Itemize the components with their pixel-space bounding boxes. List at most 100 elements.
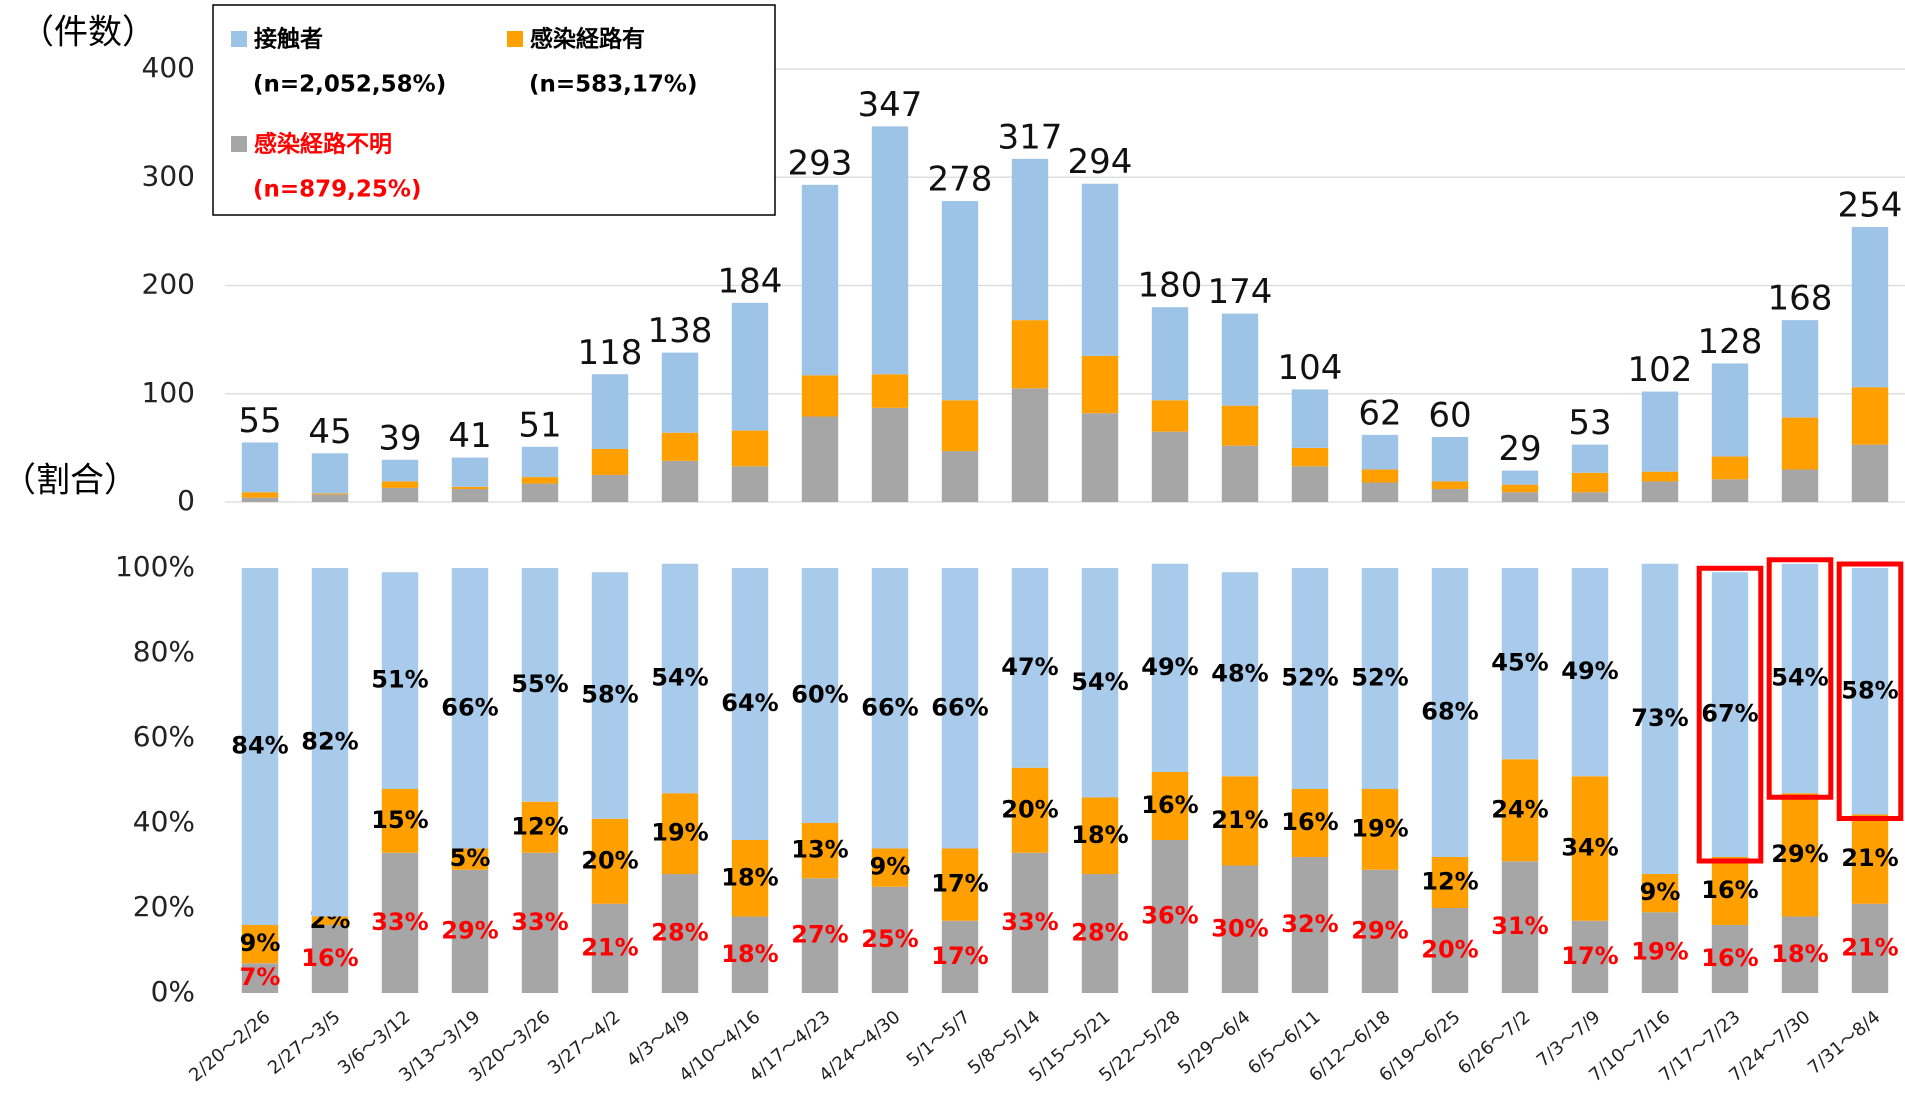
bar-segment: [1291, 389, 1329, 448]
data-label: 84%: [231, 732, 288, 760]
bar-segment: [1711, 572, 1749, 857]
bar-segment: [871, 848, 909, 887]
data-label: 9%: [870, 853, 911, 881]
data-label: 54%: [1771, 664, 1828, 692]
data-label: 18%: [721, 863, 778, 891]
data-label: 68%: [1421, 698, 1478, 726]
bar-segment: [801, 416, 839, 502]
bar-segment: [1711, 456, 1749, 480]
data-label: 29%: [441, 916, 498, 944]
data-label: 5%: [450, 844, 491, 872]
bar-segment: [1431, 481, 1469, 490]
bar-segment: [1081, 413, 1119, 502]
bar-segment: [591, 474, 629, 502]
data-label: 34%: [1561, 834, 1618, 862]
legend-label: 感染経路有: [530, 26, 645, 53]
data-label: 66%: [441, 693, 498, 721]
bar-segment: [1361, 434, 1399, 470]
total-label: 39: [378, 418, 421, 458]
bar-segment: [1011, 852, 1049, 993]
total-label: 60: [1428, 396, 1471, 436]
bar-segment: [731, 466, 769, 502]
data-label: 54%: [1071, 668, 1128, 696]
bar-segment: [1641, 874, 1679, 913]
bar-segment: [661, 460, 699, 502]
y-tick-label: 0%: [151, 975, 195, 1008]
bar-segment: [1011, 767, 1049, 853]
bar-segment: [1851, 814, 1889, 904]
data-label: 51%: [371, 666, 428, 694]
bar-segment: [1361, 482, 1399, 502]
data-label: 36%: [1141, 902, 1198, 930]
bar-segment: [1851, 227, 1889, 388]
bar-segment: [1711, 479, 1749, 502]
y-tick-label: 40%: [133, 805, 195, 838]
bar-segment: [1781, 417, 1819, 470]
data-label: 73%: [1631, 704, 1688, 732]
legend-swatch: [231, 136, 247, 152]
bar-segment: [941, 568, 979, 849]
bar-segment: [1081, 355, 1119, 414]
bar-segment: [1291, 568, 1329, 789]
bar-segment: [1291, 857, 1329, 993]
bar-segment: [1361, 469, 1399, 483]
data-label: 18%: [1771, 940, 1828, 968]
bar-segment: [311, 493, 349, 495]
data-label: 29%: [1771, 840, 1828, 868]
data-label: 16%: [1701, 876, 1758, 904]
bar-segment: [241, 497, 279, 502]
total-label: 317: [998, 117, 1063, 157]
bar-segment: [1501, 861, 1539, 993]
data-label: 33%: [511, 908, 568, 936]
bar-segment: [241, 568, 279, 925]
bar-segment: [1501, 568, 1539, 760]
bar-segment: [1501, 484, 1539, 493]
data-label: 21%: [581, 933, 638, 961]
total-label: 184: [718, 261, 783, 301]
total-label: 118: [578, 333, 643, 373]
total-label: 62: [1358, 393, 1401, 433]
data-label: 19%: [1631, 938, 1688, 966]
bar-segment: [1641, 471, 1679, 482]
data-label: 49%: [1561, 657, 1618, 685]
bar-segment: [801, 823, 839, 879]
total-label: 53: [1568, 403, 1611, 443]
legend-note: (n=2,052,58%): [253, 72, 446, 98]
bar-segment: [1781, 469, 1819, 502]
bar-segment: [1431, 489, 1469, 502]
total-label: 128: [1698, 322, 1763, 362]
bar-segment: [801, 878, 839, 993]
bar-segment: [941, 451, 979, 502]
legend-swatch: [231, 31, 247, 47]
bar-segment: [1711, 363, 1749, 457]
bar-segment: [1361, 789, 1399, 870]
bar-segment: [1081, 874, 1119, 993]
bar-segment: [381, 572, 419, 789]
y-tick-label: 80%: [133, 635, 195, 668]
bar-segment: [1851, 387, 1889, 445]
bar-segment: [521, 446, 559, 478]
bar-segment: [311, 494, 349, 502]
bar-segment: [1151, 400, 1189, 432]
total-label: 138: [648, 311, 713, 351]
data-label: 60%: [791, 681, 848, 709]
data-label: 33%: [1001, 908, 1058, 936]
bar-segment: [1431, 437, 1469, 482]
data-label: 12%: [1421, 868, 1478, 896]
bar-segment: [871, 568, 909, 849]
data-label: 20%: [1001, 795, 1058, 823]
bar-segment: [451, 869, 489, 993]
bar-segment: [871, 374, 909, 408]
bar-segment: [1221, 865, 1259, 993]
bar-segment: [241, 925, 279, 964]
data-label: 18%: [1071, 821, 1128, 849]
data-label: 19%: [651, 819, 708, 847]
bar-segment: [1851, 903, 1889, 993]
total-label: 55: [238, 401, 281, 441]
x-tick-label: 7/31～8/4: [1804, 1007, 1884, 1079]
y-tick-label: 20%: [133, 890, 195, 923]
bar-segment: [311, 453, 349, 494]
bar-segment: [1711, 925, 1749, 993]
y-tick-label: 100%: [115, 550, 195, 583]
bar-segment: [1291, 447, 1329, 467]
